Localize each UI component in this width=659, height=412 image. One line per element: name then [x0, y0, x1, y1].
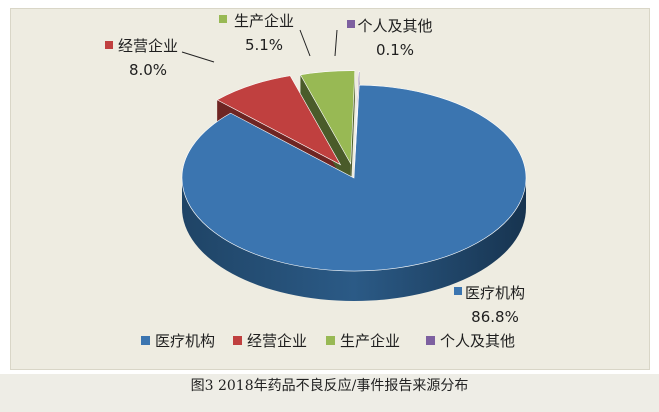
legend-swatch-business [233, 336, 242, 345]
slice-producer [299, 70, 356, 165]
leader-line-producer [299, 29, 311, 57]
slice-cut-producer-1 [350, 70, 355, 194]
legend-label-business: 经营企业 [247, 332, 307, 350]
slice-medical [181, 84, 527, 272]
slice-category-label-producer: 生产企业 [234, 12, 294, 30]
slice-category-label-medical: 医疗机构 [465, 284, 525, 302]
legend-swatch-producer [326, 336, 335, 345]
label-swatch-medical [454, 287, 462, 295]
legend: 医疗机构 经营企业 生产企业 个人及其他 [141, 332, 515, 350]
legend-label-producer: 生产企业 [340, 332, 400, 350]
label-swatch-business [105, 41, 113, 49]
figure-caption: 图3 2018年药品不良反应/事件报告来源分布 [0, 374, 659, 412]
slice-category-label-individual: 个人及其他 [357, 17, 432, 35]
slice-tops [181, 70, 527, 272]
legend-swatch-individual [426, 336, 435, 345]
slice-value-label-business: 8.0% [129, 61, 167, 79]
legend-label-medical: 医疗机构 [155, 332, 215, 350]
slice-labels: 医疗机构 86.8% 经营企业 8.0% 生产企业 5.1% 个人及其他 0.1% [105, 12, 525, 326]
label-swatch-individual [347, 20, 355, 28]
label-swatch-producer [219, 15, 227, 23]
slice-side-medical [182, 178, 526, 301]
legend-label-individual: 个人及其他 [440, 332, 515, 350]
slice-cut-producer-0 [300, 74, 351, 194]
slice-value-label-medical: 86.8% [471, 308, 519, 326]
slice-individual [354, 71, 361, 165]
slice-value-label-individual: 0.1% [376, 41, 414, 59]
slice-category-label-business: 经营企业 [118, 37, 178, 55]
slice-business [216, 75, 342, 166]
leader-line-individual [334, 29, 338, 57]
legend-swatch-medical [141, 336, 150, 345]
slice-value-label-producer: 5.1% [245, 36, 283, 54]
leader-line-business [181, 51, 215, 63]
